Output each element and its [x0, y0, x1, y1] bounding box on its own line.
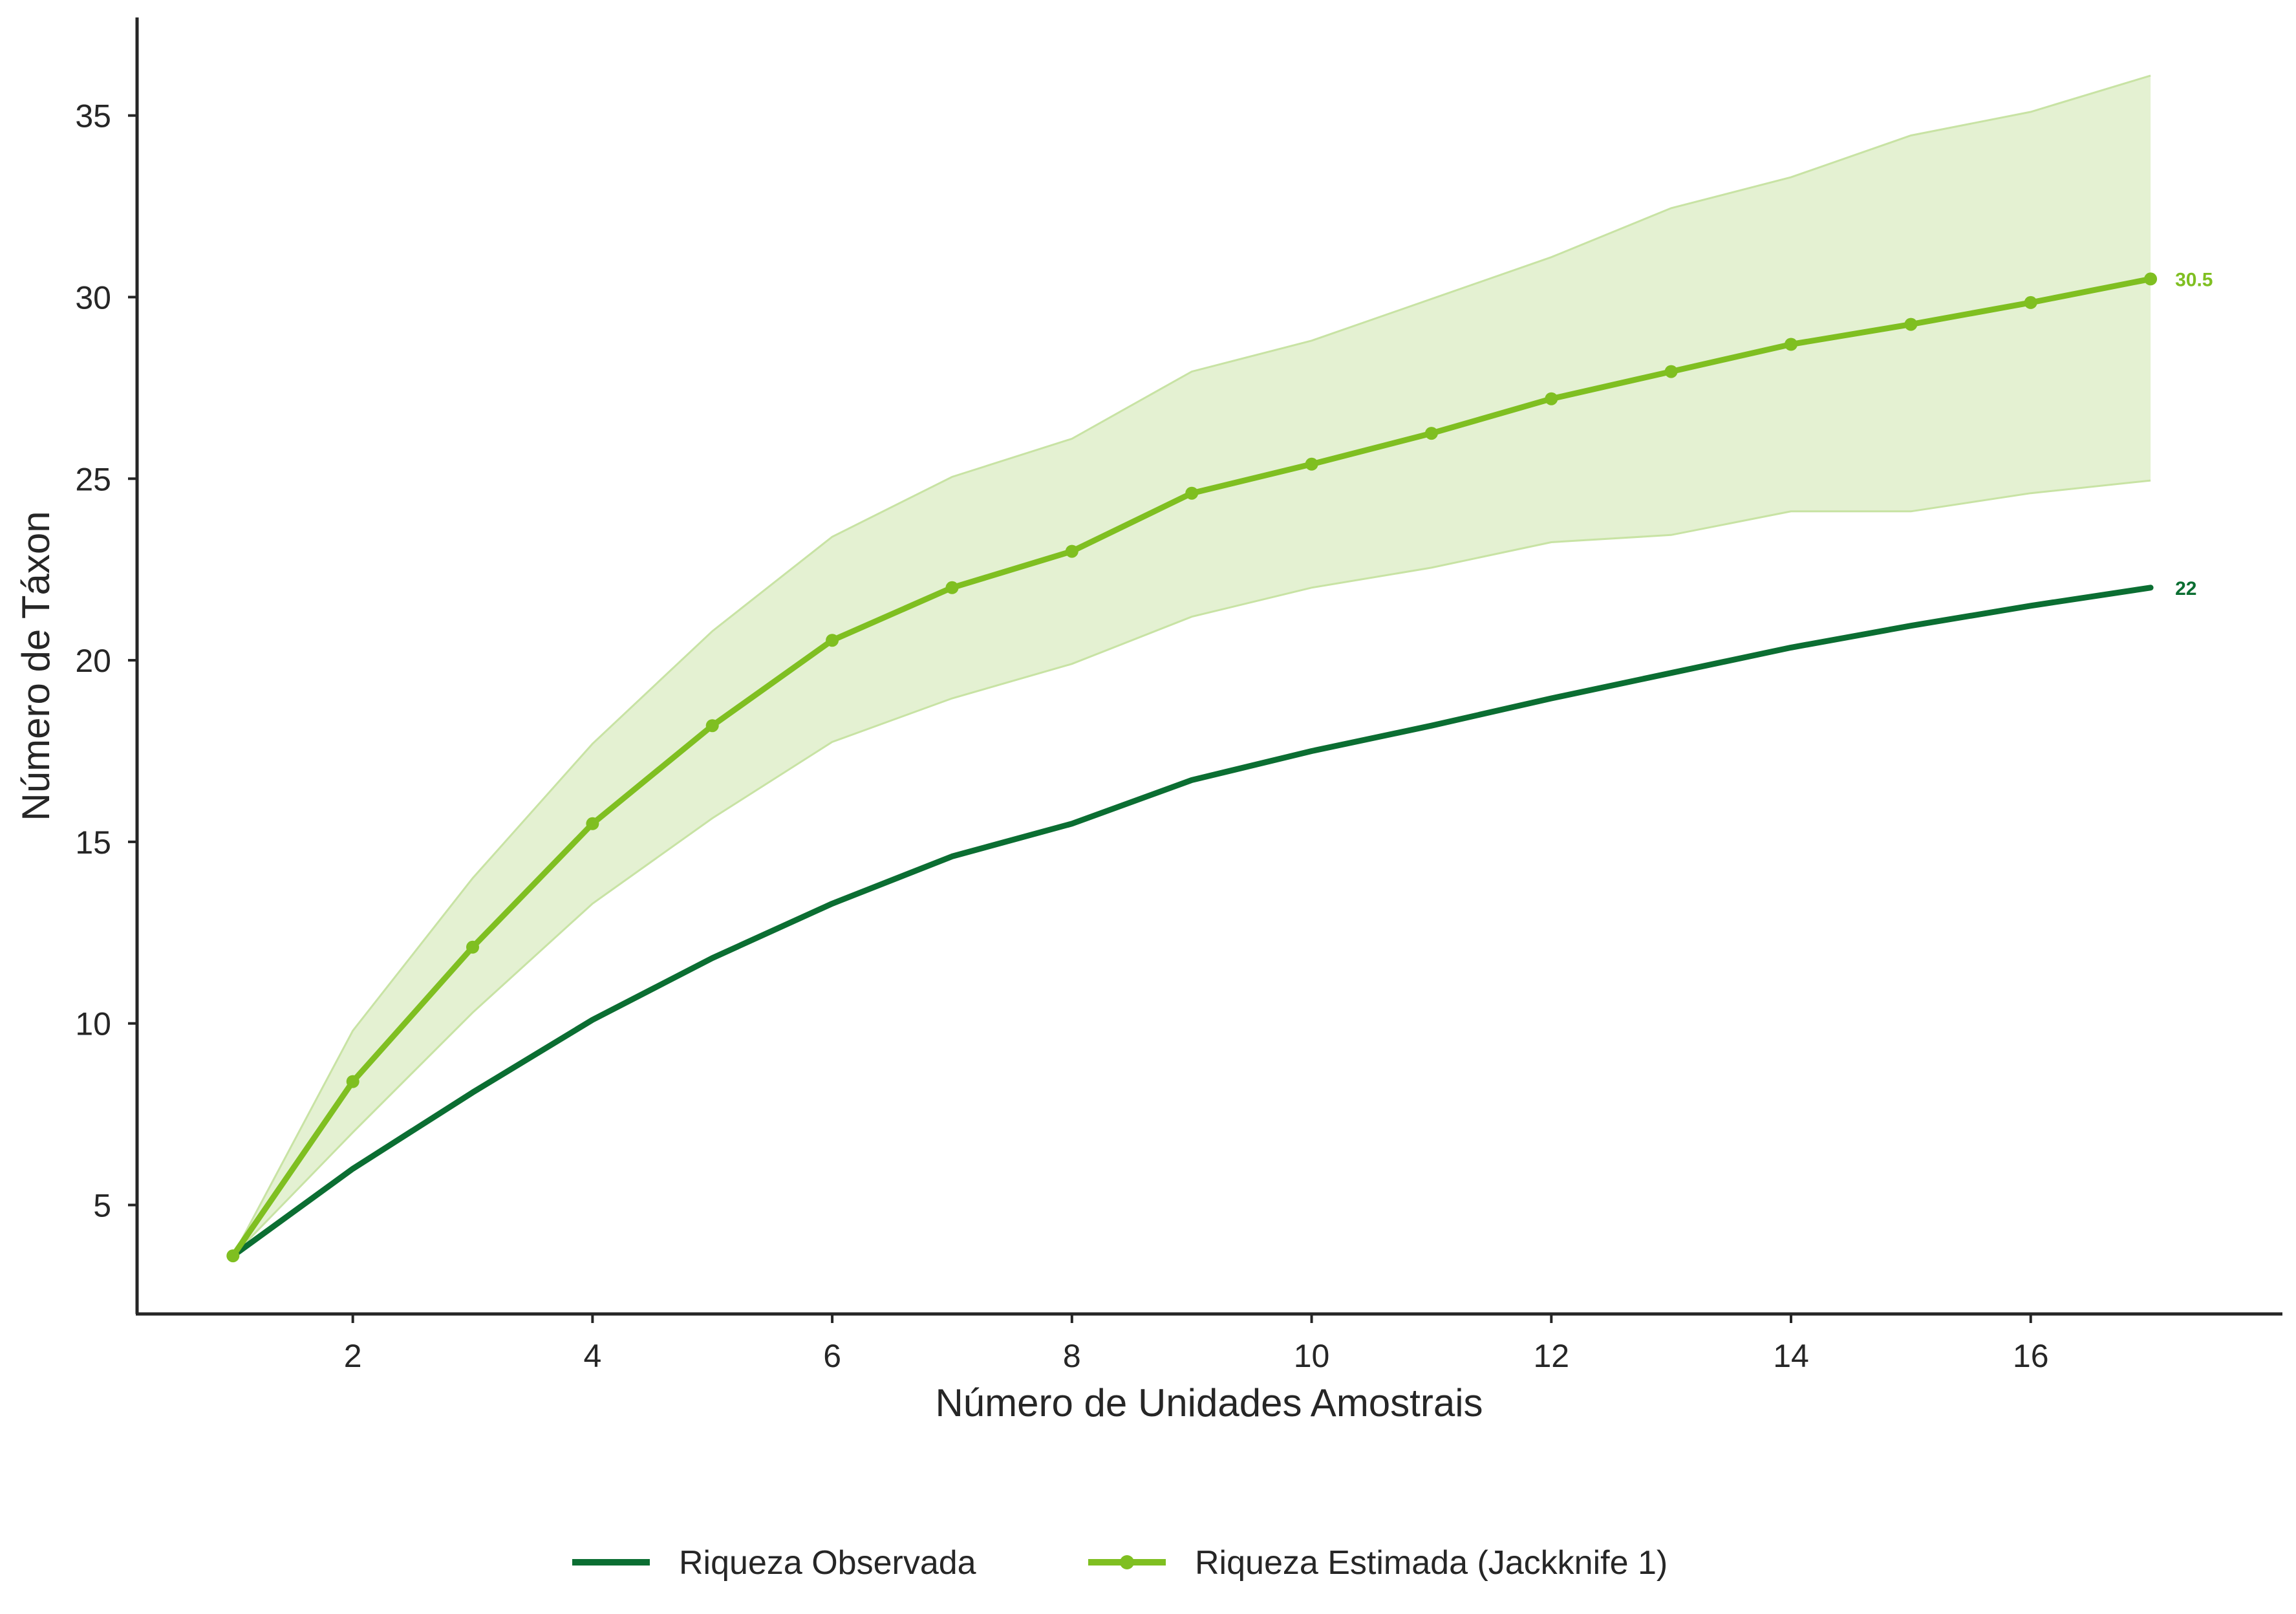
series-observed: [230, 585, 2154, 1259]
series-layer: [226, 272, 2158, 1263]
data-point: [1904, 317, 1918, 331]
confidence-band-lower-edge: [232, 479, 2151, 1257]
legend: Riqueza Observada Riqueza Estimada (Jack…: [572, 1544, 1668, 1582]
y-tick-label: 30: [75, 279, 111, 316]
legend-label-observed: Riqueza Observada: [679, 1544, 976, 1582]
x-ticks: 2 4 6 8 10 12 14 16: [344, 1314, 2049, 1374]
y-ticks: 5 10 15 20 25 30 35: [75, 98, 137, 1224]
y-tick-label: 5: [93, 1188, 111, 1224]
y-tick-label: 25: [75, 461, 111, 497]
data-point: [346, 1075, 359, 1088]
data-point: [2144, 272, 2158, 286]
legend-item-observed: Riqueza Observada: [572, 1544, 976, 1582]
x-tick-label: 10: [1294, 1338, 1330, 1374]
data-point: [1545, 392, 1558, 405]
legend-item-estimated: Riqueza Estimada (Jackknife 1): [1088, 1544, 1668, 1582]
confidence-band-upper-edge: [231, 74, 2151, 1256]
x-tick-label: 16: [2013, 1338, 2049, 1374]
end-labels: 22 30.5: [2175, 269, 2213, 599]
y-axis-title: Número de Táxon: [14, 511, 58, 821]
series-estimated: [226, 272, 2158, 1263]
y-tick-label: 10: [75, 1006, 111, 1042]
data-point: [2024, 296, 2037, 309]
x-tick-label: 8: [1063, 1338, 1081, 1374]
x-tick-label: 12: [1533, 1338, 1569, 1374]
data-point: [1785, 338, 1797, 351]
data-point: [1305, 457, 1318, 471]
data-point: [466, 940, 479, 954]
data-point: [1065, 544, 1078, 558]
y-tick-label: 35: [75, 98, 111, 134]
y-tick-label: 20: [75, 643, 111, 679]
data-point: [1185, 486, 1199, 500]
y-tick-label: 15: [75, 824, 111, 861]
x-tick-label: 6: [823, 1338, 841, 1374]
series-line: [230, 585, 2154, 1259]
data-point: [945, 581, 959, 594]
end-value-label: 30.5: [2175, 269, 2213, 290]
x-tick-label: 2: [344, 1338, 362, 1374]
end-value-label: 22: [2175, 578, 2196, 599]
x-axis-title: Número de Unidades Amostrais: [935, 1381, 1483, 1425]
data-point: [1664, 365, 1678, 378]
data-point: [826, 634, 839, 647]
data-point: [226, 1249, 240, 1263]
x-tick-label: 14: [1773, 1338, 1809, 1374]
legend-label-estimated: Riqueza Estimada (Jackknife 1): [1195, 1544, 1668, 1582]
legend-swatch-marker: [1120, 1555, 1134, 1569]
data-point: [705, 719, 719, 733]
data-point: [1424, 427, 1438, 440]
axes: [135, 17, 2282, 1316]
data-point: [586, 817, 599, 830]
x-tick-label: 4: [583, 1338, 601, 1374]
